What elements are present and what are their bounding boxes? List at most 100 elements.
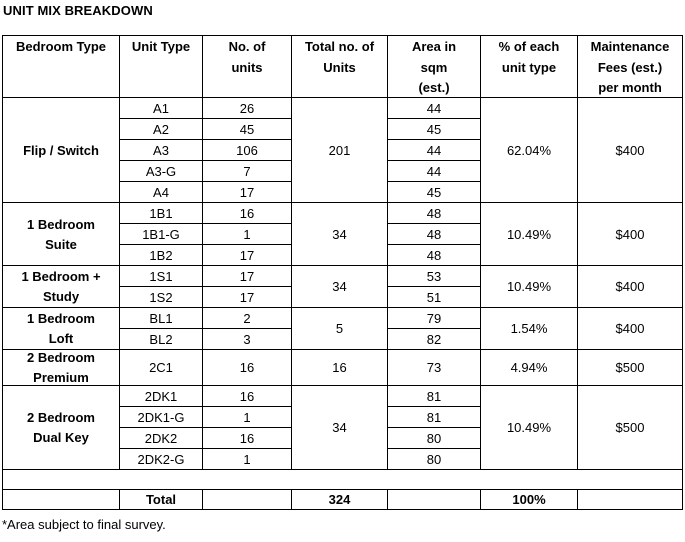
unit-mix-table: Bedroom Type Unit Type No. of units Total… — [2, 35, 683, 510]
area-cell: 53 — [387, 265, 481, 287]
table-row: 2DK2 16 80 — [3, 427, 683, 449]
header-unit-type: Unit Type — [119, 35, 203, 98]
unit-type-cell: 1B1-G — [119, 223, 203, 245]
unit-type-cell: 2DK2 — [119, 427, 203, 449]
unit-type-cell: 2DK1-G — [119, 406, 203, 428]
percent-cell: 4.94% — [480, 349, 578, 386]
percent-cell: 1.54% — [480, 307, 578, 350]
bedroom-type-label: 2 Bedroom — [27, 350, 95, 365]
unit-type-cell: 2DK1 — [119, 385, 203, 407]
empty-cell — [2, 489, 120, 510]
unit-count-cell: 16 — [202, 427, 292, 449]
maintenance-fee-cell: $500 — [577, 349, 683, 386]
unit-type-cell: 1S1 — [119, 265, 203, 287]
table-row: Flip / Switch A1 26 201 44 62.04% $400 — [2, 97, 683, 203]
bedroom-type-label: Dual Key — [33, 430, 89, 445]
percent-cell: 62.04% — [480, 97, 578, 203]
header-bedroom-type: Bedroom Type — [2, 35, 120, 98]
unit-count-cell: 17 — [202, 244, 292, 266]
area-cell: 48 — [387, 202, 481, 224]
bedroom-type-label: Premium — [33, 370, 89, 385]
unit-count-cell: 16 — [202, 385, 292, 407]
maintenance-fee-cell: $400 — [577, 265, 683, 308]
bedroom-type-label: 1 Bedroom — [27, 311, 95, 326]
area-cell: 45 — [387, 118, 481, 140]
bedroom-type-cell: 1 Bedroom Loft — [2, 307, 120, 350]
unit-count-cell: 1 — [202, 223, 292, 245]
empty-cell — [577, 489, 683, 510]
header-total-units: Total no. of Units — [291, 35, 388, 98]
table-row: 1 Bedroom Suite 1B1 16 34 48 10.49% $400 — [2, 202, 683, 266]
unit-rows: Flip / Switch A1 26 201 44 62.04% $400 A2 45 45 A3… — [2, 97, 683, 510]
area-cell: 44 — [387, 97, 481, 119]
unit-type-cell: 1S2 — [119, 286, 203, 308]
total-units-cell: 201 — [291, 97, 388, 203]
area-cell: 44 — [387, 160, 481, 182]
table-row: 2 Bedroom Dual Key 2DK1 16 34 81 10.49% $500 — [2, 385, 683, 470]
total-units-cell: 34 — [291, 385, 388, 470]
header-row: Bedroom Type Unit Type No. of units Total… — [2, 35, 683, 98]
unit-type-cell: 2DK2-G — [119, 448, 203, 470]
area-cell: 73 — [387, 349, 481, 386]
area-cell: 51 — [387, 286, 481, 308]
header-percent: % of each unit type — [480, 35, 578, 98]
percent-cell: 10.49% — [480, 265, 578, 308]
maintenance-fee-cell: $400 — [577, 202, 683, 266]
unit-type-cell: A2 — [119, 118, 203, 140]
empty-cell — [202, 469, 292, 490]
unit-type-cell: 1B1 — [119, 202, 203, 224]
footnote: *Area subject to final survey. — [2, 517, 166, 532]
total-row: Total 324 100% — [2, 489, 683, 510]
unit-count-cell: 17 — [202, 265, 292, 287]
unit-count-cell: 7 — [202, 160, 292, 182]
bedroom-type-label: 1 Bedroom + — [21, 269, 101, 284]
maintenance-fee-cell: $400 — [577, 97, 683, 203]
area-cell: 82 — [387, 328, 481, 350]
total-units-cell: 16 — [291, 349, 388, 386]
unit-type-cell: A3 — [119, 139, 203, 161]
table-row: 2DK1-G 1 81 — [3, 406, 683, 428]
table-row: 1S2 17 51 — [3, 286, 683, 308]
unit-type-cell: BL1 — [119, 307, 203, 329]
total-units-sum: 324 — [291, 489, 388, 510]
total-units-cell: 34 — [291, 202, 388, 266]
unit-count-cell: 106 — [202, 139, 292, 161]
table-row: BL2 3 82 — [3, 328, 683, 350]
empty-cell — [577, 469, 683, 490]
area-cell: 44 — [387, 139, 481, 161]
bedroom-type-label: Study — [42, 289, 80, 304]
bedroom-type-cell: 2 Bedroom Dual Key — [2, 385, 120, 470]
area-cell: 80 — [387, 427, 481, 449]
table-row: A4 17 45 — [3, 181, 683, 203]
area-cell: 80 — [387, 448, 481, 470]
bedroom-type-cell: 1 Bedroom Suite — [2, 202, 120, 266]
bedroom-type-label: Flip / Switch — [23, 142, 99, 158]
empty-cell — [387, 489, 481, 510]
area-cell: 81 — [387, 406, 481, 428]
spacer-row — [2, 469, 683, 490]
area-cell: 79 — [387, 307, 481, 329]
unit-count-cell: 1 — [202, 448, 292, 470]
area-cell: 48 — [387, 244, 481, 266]
header-no-of-units: No. of units — [202, 35, 292, 98]
unit-type-cell: BL2 — [119, 328, 203, 350]
total-label: Total — [119, 489, 203, 510]
empty-cell — [387, 469, 481, 490]
bedroom-type-cell: 2 Bedroom Premium — [2, 349, 120, 386]
unit-count-cell: 2 — [202, 307, 292, 329]
percent-cell: 10.49% — [480, 202, 578, 266]
empty-cell — [480, 469, 578, 490]
table-row: 2 Bedroom Premium 2C1 16 16 73 4.94% $500 — [2, 349, 683, 386]
bedroom-type-cell: Flip / Switch — [2, 97, 120, 203]
unit-type-cell: 2C1 — [119, 349, 203, 386]
unit-count-cell: 16 — [202, 349, 292, 386]
total-units-cell: 34 — [291, 265, 388, 308]
bedroom-type-label: Suite — [45, 236, 77, 252]
area-cell: 48 — [387, 223, 481, 245]
bedroom-type-label: 2 Bedroom — [27, 410, 95, 425]
unit-type-cell: A4 — [119, 181, 203, 203]
bedroom-type-label: Loft — [48, 331, 74, 346]
empty-cell — [202, 489, 292, 510]
page-title: UNIT MIX BREAKDOWN — [3, 3, 153, 18]
total-units-cell: 5 — [291, 307, 388, 350]
